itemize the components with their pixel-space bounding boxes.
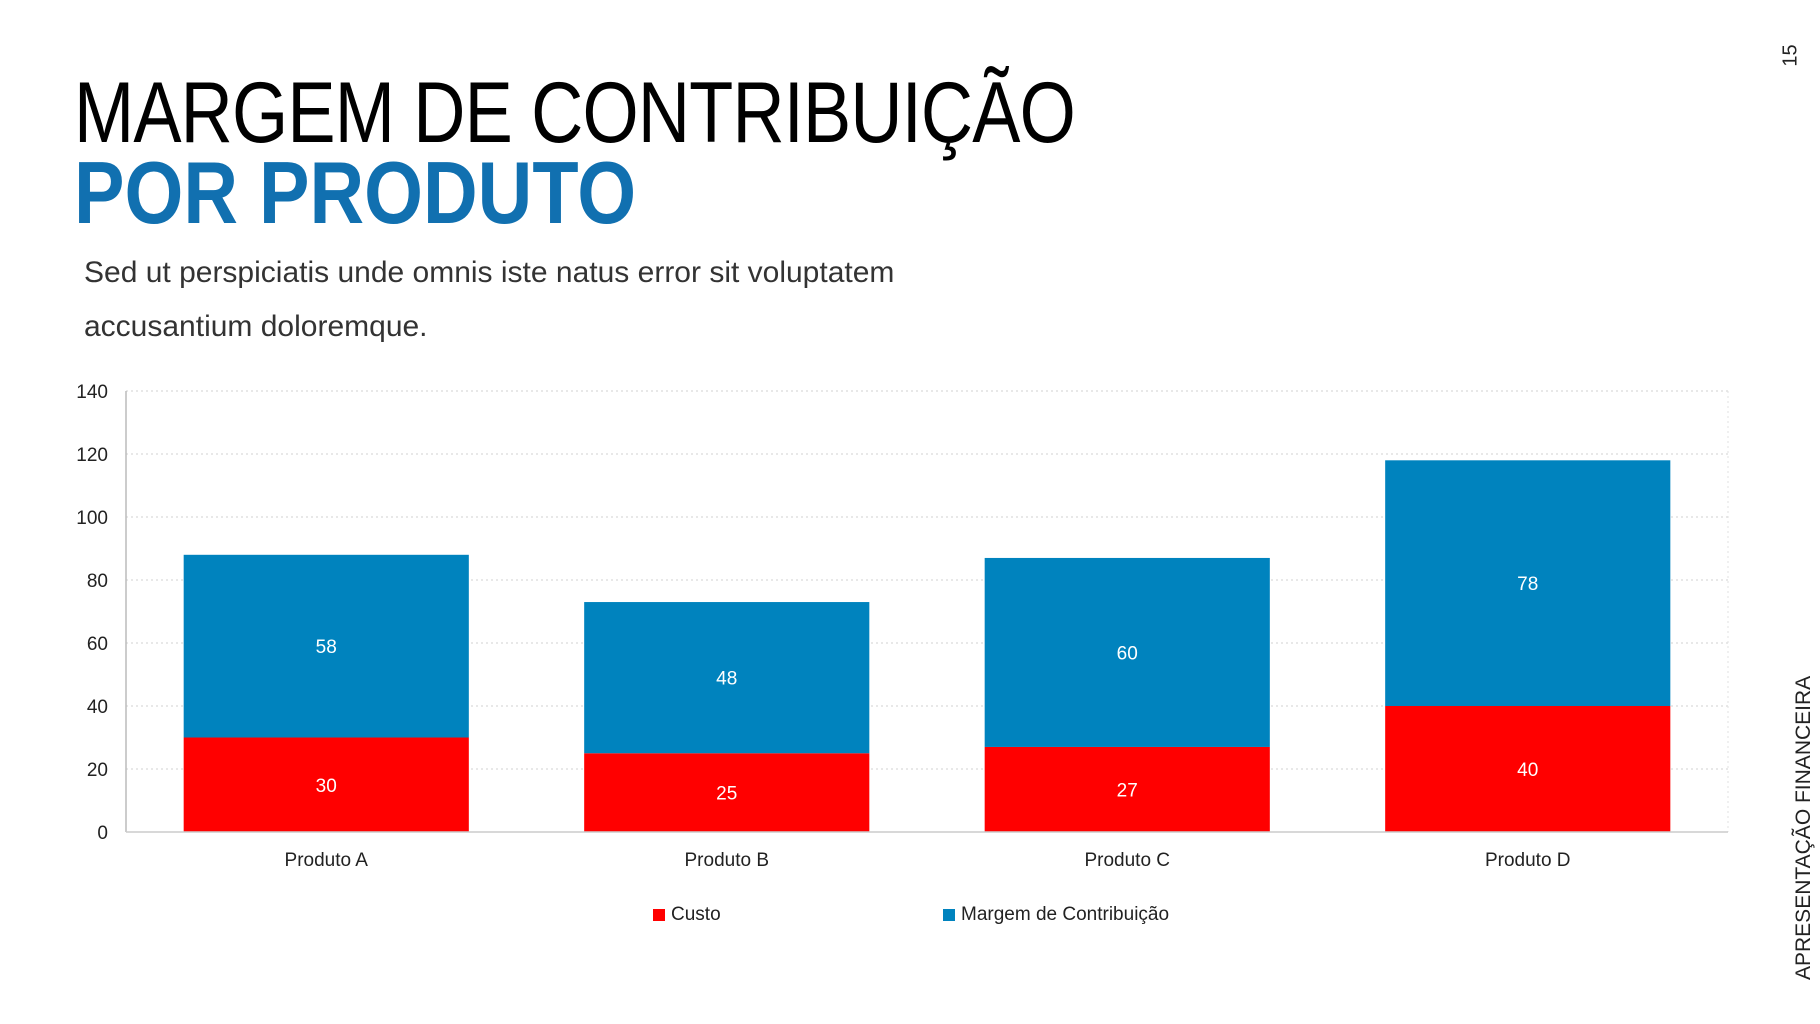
data-label: 48 <box>716 669 737 690</box>
legend-label: Custo <box>671 904 721 925</box>
bar-margem <box>984 557 1270 747</box>
x-tick-label: Produto C <box>1084 850 1170 871</box>
data-label: 30 <box>316 776 337 797</box>
legend-swatch-custo <box>653 909 665 921</box>
bar-custo <box>183 737 469 832</box>
y-tick-label: 120 <box>76 445 108 466</box>
y-tick-label: 80 <box>87 571 108 592</box>
y-tick-label: 60 <box>87 634 108 655</box>
y-tick-label: 100 <box>76 508 108 529</box>
bar-margem <box>584 602 870 754</box>
data-label: 40 <box>1517 760 1538 781</box>
y-tick-label: 140 <box>76 382 108 403</box>
legend-label: Margem de Contribuição <box>961 904 1170 925</box>
data-label: 78 <box>1517 574 1538 595</box>
legend-swatch-margem <box>943 909 955 921</box>
title-line-1: MARGEM DE CONTRIBUIÇÃO <box>74 65 1076 161</box>
bar-margem <box>183 554 469 738</box>
legend-item-custo: Custo <box>653 904 721 926</box>
subtitle: Sed ut perspiciatis unde omnis iste natu… <box>84 256 895 343</box>
x-tick-label: Produto D <box>1485 850 1571 871</box>
data-label: 27 <box>1117 780 1138 801</box>
bar-custo <box>984 746 1270 832</box>
legend-item-margem: Margem de Contribuição <box>943 904 1169 926</box>
bar-custo <box>1385 706 1671 832</box>
y-tick-label: 20 <box>87 760 108 781</box>
data-label: 60 <box>1117 643 1138 664</box>
bar-custo <box>584 753 870 832</box>
data-label: 58 <box>316 637 337 658</box>
x-tick-label: Produto B <box>685 850 770 871</box>
bar-margem <box>1385 460 1671 706</box>
title-line-2: POR PRODUTO <box>74 143 637 242</box>
x-tick-label: Produto A <box>285 850 369 871</box>
y-tick-label: 0 <box>97 823 108 844</box>
data-label: 25 <box>716 784 737 805</box>
y-tick-label: 40 <box>87 697 108 718</box>
